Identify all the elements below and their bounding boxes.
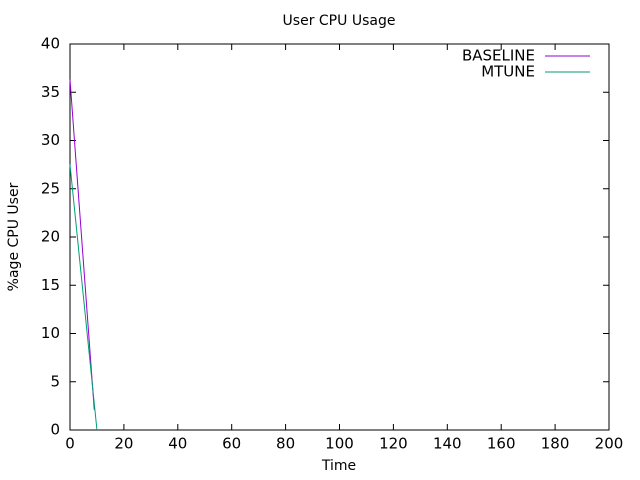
x-tick-label: 0 [65,435,75,453]
x-axis-label: Time [321,458,356,474]
x-tick-label: 140 [433,435,462,453]
x-tick-label: 80 [276,435,295,453]
legend-label: BASELINE [462,47,535,65]
x-tick-label: 160 [487,435,516,453]
x-tick-label: 180 [541,435,570,453]
x-tick-label: 200 [595,435,624,453]
y-tick-label: 40 [41,35,60,53]
y-tick-label: 5 [50,372,60,390]
y-tick-label: 30 [41,131,60,149]
x-tick-label: 60 [222,435,241,453]
y-tick-label: 15 [41,276,60,294]
x-tick-label: 120 [379,435,408,453]
y-tick-label: 10 [41,324,60,342]
x-tick-label: 100 [325,435,354,453]
y-tick-label: 20 [41,228,60,246]
x-tick-label: 40 [168,435,187,453]
chart-title: User CPU Usage [283,13,396,29]
series-line [69,79,95,410]
legend-label: MTUNE [481,63,535,81]
y-tick-label: 0 [50,421,60,439]
y-axis-label: %age CPU User [6,182,22,291]
series-line [69,164,98,431]
y-tick-label: 35 [41,83,60,101]
y-tick-label: 25 [41,179,60,197]
x-tick-label: 20 [114,435,133,453]
